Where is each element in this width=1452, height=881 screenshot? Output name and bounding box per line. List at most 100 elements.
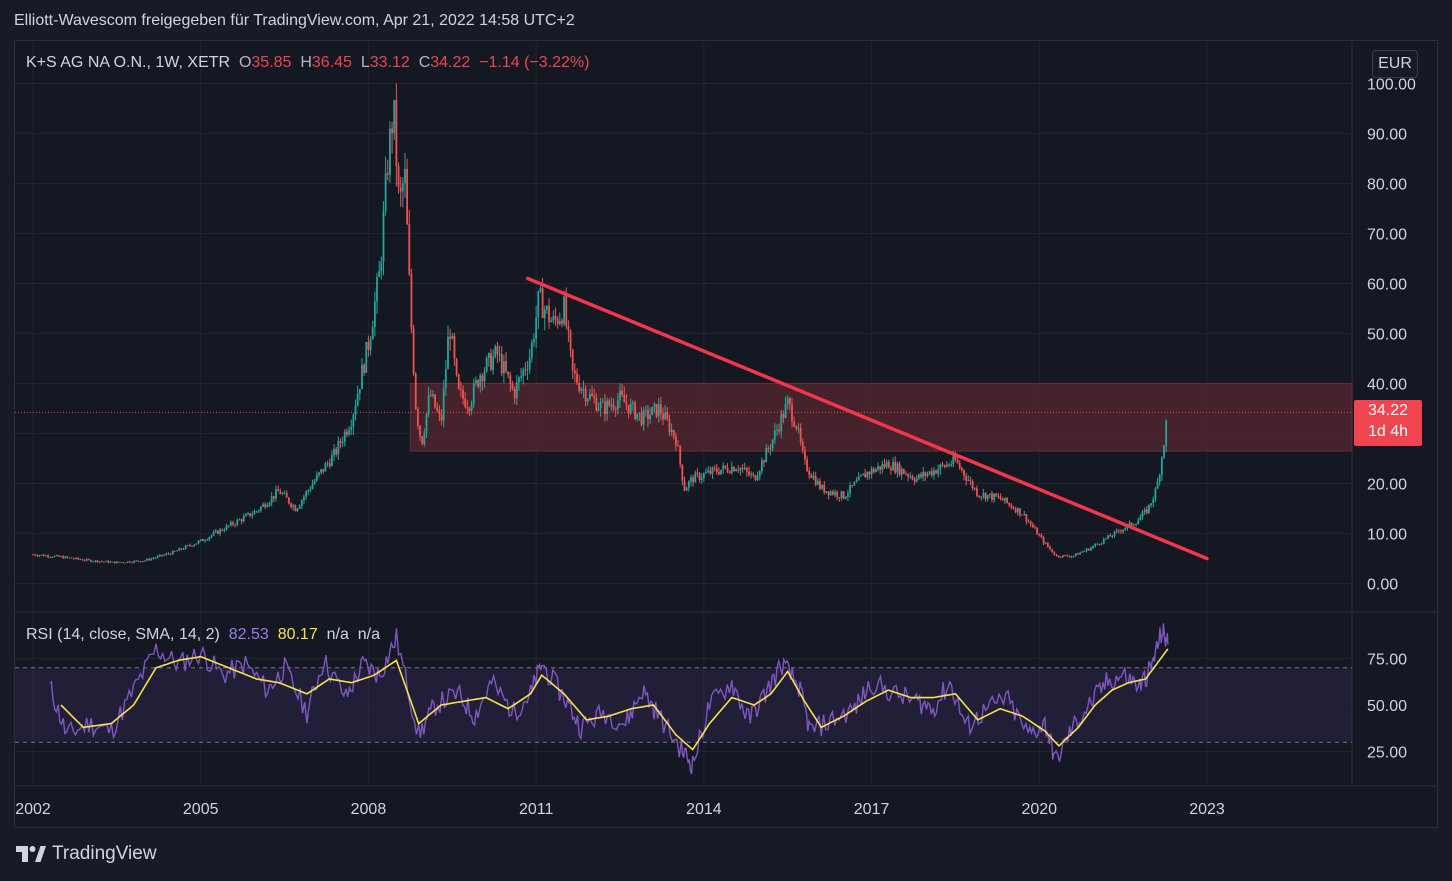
candle	[1085, 547, 1088, 553]
candle	[201, 538, 204, 542]
candle	[1156, 477, 1159, 490]
candle	[492, 349, 495, 375]
candle	[249, 512, 252, 518]
rsi-label[interactable]: RSI (14, close, SMA, 14, 2)	[26, 626, 220, 643]
candle	[780, 409, 783, 439]
candle	[285, 490, 288, 498]
candle	[266, 502, 269, 508]
candle	[341, 436, 344, 448]
candle	[900, 466, 903, 480]
candle	[1089, 546, 1092, 552]
candle	[343, 429, 346, 447]
candle	[1003, 497, 1006, 504]
candle	[356, 385, 359, 407]
candle	[1148, 503, 1150, 515]
candle	[799, 423, 802, 446]
candle	[247, 511, 249, 516]
y-tick-label: 60.00	[1367, 277, 1407, 294]
symbol-label[interactable]: K+S AG NA O.N., 1W, XETR	[26, 54, 231, 71]
candle	[595, 392, 598, 412]
candle	[434, 393, 436, 409]
candle	[498, 345, 501, 362]
candle	[745, 466, 748, 477]
candle	[83, 559, 86, 562]
candle	[518, 376, 520, 391]
rsi-value: 82.53	[228, 626, 269, 643]
candle	[930, 467, 933, 478]
rsi-sma-line	[60, 648, 1169, 751]
candle	[1113, 530, 1116, 538]
x-tick-label: 2017	[854, 801, 890, 818]
candle	[810, 473, 813, 479]
candle	[408, 209, 411, 276]
candle	[221, 528, 224, 532]
candle	[582, 380, 585, 398]
close-label: C	[418, 54, 431, 71]
candle	[260, 505, 262, 513]
candle	[754, 474, 757, 482]
candle	[1034, 524, 1036, 530]
candle	[348, 426, 350, 437]
candle	[773, 423, 776, 445]
candle	[161, 554, 163, 558]
candle	[126, 561, 129, 564]
candle	[1038, 533, 1041, 537]
candle	[937, 464, 940, 478]
candle	[178, 547, 181, 551]
candle	[924, 471, 927, 482]
candle	[223, 527, 226, 533]
candle	[466, 400, 469, 415]
candle	[85, 558, 88, 562]
candle	[554, 307, 557, 326]
candle	[1092, 545, 1094, 550]
candle	[251, 511, 254, 519]
candle	[666, 406, 669, 422]
candle	[404, 152, 406, 198]
candle	[879, 466, 882, 475]
candle	[1135, 523, 1137, 527]
candle	[1150, 503, 1152, 508]
candle	[984, 492, 987, 502]
candle	[416, 406, 419, 430]
candle	[573, 363, 576, 383]
candle	[449, 328, 452, 351]
candle	[270, 492, 273, 507]
rsi-na-2: n/a	[357, 626, 381, 643]
candle	[393, 99, 396, 141]
candle	[1012, 505, 1015, 510]
candle	[928, 470, 931, 476]
candle	[139, 561, 142, 563]
candle	[143, 560, 146, 562]
candle	[406, 158, 409, 226]
candle	[1081, 550, 1084, 554]
candle	[969, 476, 972, 486]
open-value: 35.85	[251, 54, 292, 71]
candle	[616, 392, 619, 415]
candle	[991, 490, 993, 503]
currency-button[interactable]: EUR	[1372, 50, 1418, 78]
candle	[625, 394, 628, 411]
candle	[647, 405, 649, 428]
candle	[694, 470, 697, 483]
candle	[980, 496, 983, 501]
candle	[752, 471, 755, 478]
change-value: −1.14 (−3.22%)	[479, 54, 590, 71]
candle	[363, 362, 366, 377]
footer-brand[interactable]: TradingView	[16, 843, 157, 865]
candle	[255, 510, 258, 514]
candle	[907, 472, 910, 482]
candle	[326, 460, 329, 467]
candle	[459, 381, 462, 398]
candle	[34, 553, 37, 557]
candle	[834, 489, 836, 498]
candle	[427, 386, 430, 418]
candle	[184, 544, 187, 550]
x-tick-label: 2008	[351, 801, 387, 818]
candle	[892, 457, 894, 471]
candle	[588, 389, 591, 401]
candle	[217, 530, 219, 535]
candle	[62, 555, 65, 559]
candle	[999, 493, 1002, 501]
candle	[358, 388, 361, 401]
